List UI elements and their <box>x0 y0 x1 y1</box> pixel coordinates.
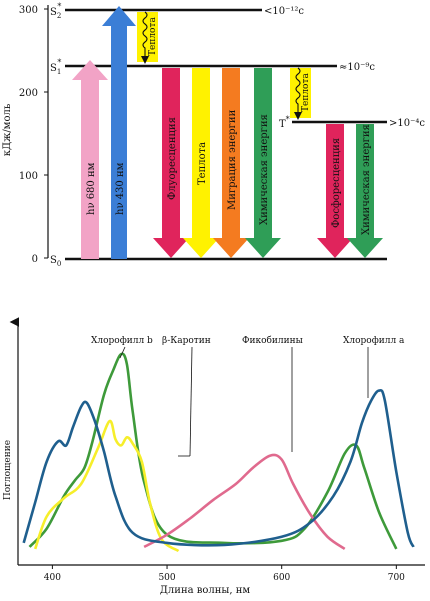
energy-y-label: кДж/моль <box>2 103 13 156</box>
arrow-chemical-s1-label: Химическая энергия <box>259 114 270 225</box>
arrow-migration-label: Миграция энергии <box>227 109 238 210</box>
tick-300: 300 <box>19 5 38 16</box>
tick-100: 100 <box>19 171 38 182</box>
x-tick-label-600: 600 <box>273 573 290 583</box>
energy-diagram: 0 100 200 300 кДж/моль S2* S1* T* S0 <10… <box>2 2 425 268</box>
annotation-phycobilins: Фикобилины <box>242 335 303 346</box>
annotation-chlorophyll-a: Хлорофилл a <box>343 336 405 346</box>
tick-200: 200 <box>19 88 38 99</box>
lifetime-t: >10⁻⁴с <box>389 118 425 129</box>
heat-box-s1-t-label: Теплота <box>301 73 311 112</box>
level-s2-label: S2* <box>50 2 61 20</box>
arrow-phosphorescence-label: Фосфоресценция <box>331 138 342 228</box>
x-tick-label-500: 500 <box>158 573 175 583</box>
chart-x-ticks: 400 500 600 700 <box>44 565 405 583</box>
arrow-absorb-430-label: hν 430 нм <box>115 162 126 215</box>
svg-text:T*: T* <box>279 115 290 130</box>
x-tick-label-400: 400 <box>44 573 61 583</box>
svg-text:S0: S0 <box>50 255 61 268</box>
x-tick-label-700: 700 <box>388 573 405 583</box>
annotation-beta-carotene: β-Каротин <box>162 336 211 346</box>
annotation-chlorophyll-b: Хлорофилл b <box>91 336 153 346</box>
arrow-absorb-680 <box>72 60 108 259</box>
level-s1-label: S1* <box>50 58 61 76</box>
arrow-absorb-430 <box>102 6 136 259</box>
arrow-absorb-680-label: hν 680 нм <box>86 162 97 215</box>
heat-box-s2-s1-label: Теплота <box>148 17 158 56</box>
heat-box-s1-t <box>290 68 311 118</box>
absorption-chart: 400 500 600 700 Поглощение Длина волны, нм … <box>3 317 425 596</box>
arrow-chemical-s1 <box>245 68 281 258</box>
arrow-heat-s1-label: Теплота <box>197 142 208 185</box>
arrow-chemical-t <box>347 124 383 258</box>
heat-arrowhead-s1-t <box>294 112 302 120</box>
heat-box-s2-s1 <box>137 12 158 62</box>
energy-y-ticks: 0 100 200 300 <box>19 5 48 265</box>
lifetime-s2: <10⁻¹²с <box>264 6 304 17</box>
level-s0-label: S0 <box>50 255 61 268</box>
heat-arrowhead-s2-s1 <box>141 56 149 64</box>
arrow-phosphorescence <box>317 124 353 258</box>
series-line-1 <box>33 419 180 553</box>
series-line-0 <box>28 352 398 550</box>
series-line-2 <box>143 453 346 550</box>
leader-beta-carotene <box>189 346 193 457</box>
arrow-fluorescence <box>153 68 189 258</box>
chart-x-label: Длина волны, нм <box>160 585 251 596</box>
level-t-label: T* <box>279 115 290 130</box>
lifetime-s1: ≈10⁻⁹с <box>339 62 375 73</box>
arrow-heat-s1 <box>183 68 219 258</box>
svg-text:S1*: S1* <box>50 58 61 76</box>
leader-chlorophyll-b <box>119 346 126 359</box>
svg-text:S2*: S2* <box>50 2 61 20</box>
arrow-chemical-t-label: Химическая энергия <box>361 124 372 235</box>
arrow-fluorescence-label: Флуоресценция <box>167 117 178 200</box>
series-line-3 <box>22 388 415 548</box>
arrow-migration <box>213 68 249 258</box>
chart-curves <box>22 352 415 553</box>
heat-wave-s2-s1 <box>142 11 148 58</box>
tick-0: 0 <box>32 254 38 265</box>
heat-wave-s1-t <box>295 67 301 114</box>
chart-y-label: Поглощение <box>3 440 13 500</box>
